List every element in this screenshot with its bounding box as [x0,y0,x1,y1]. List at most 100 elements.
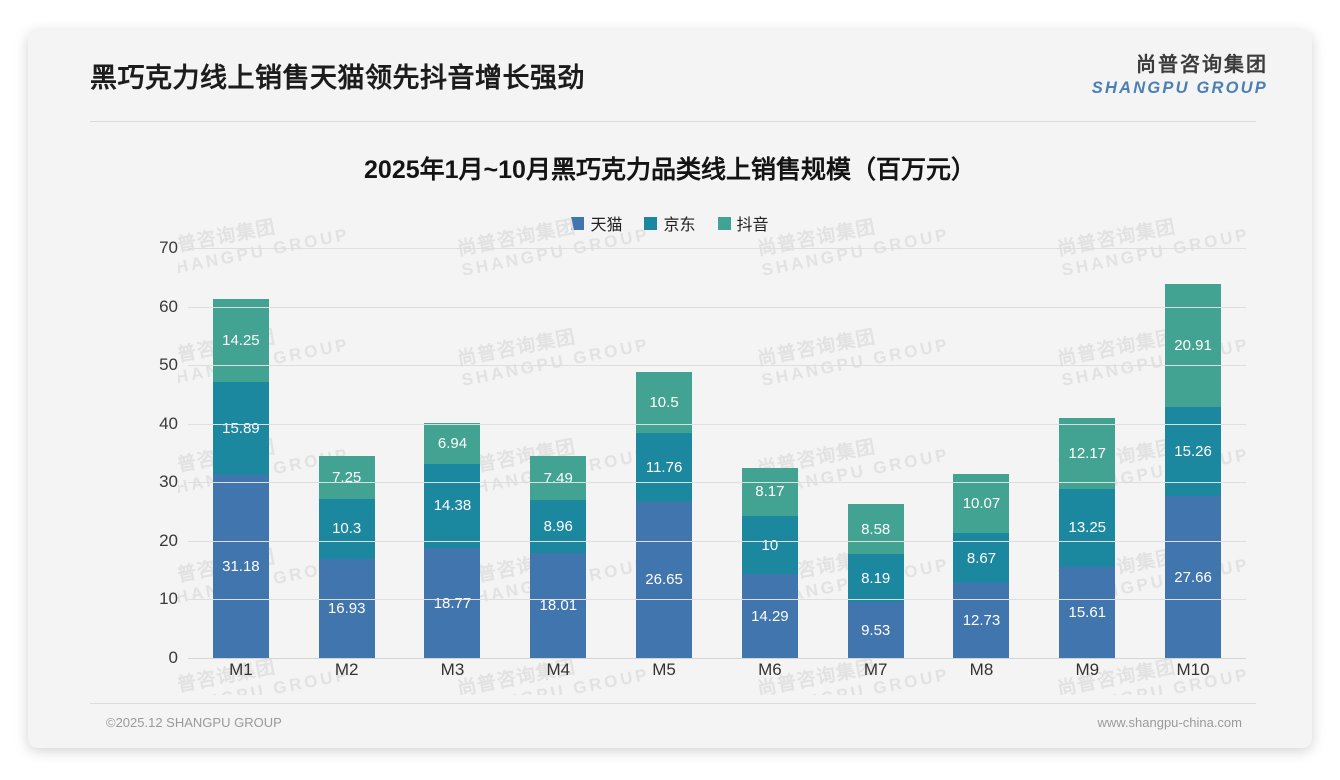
bar-column-M8[interactable]: 12.73 8.67 10.07 [929,248,1034,658]
bar-stack: 15.61 13.25 12.17 [1059,417,1116,658]
y-axis-tick-label: 60 [159,296,178,316]
gridline [188,248,1246,249]
bar-value-label: 26.65 [645,571,683,589]
bar-stack: 14.29 10 8.17 [741,467,798,658]
x-axis-labels: M1 M2 M3 M4 M5 M6 M7 M8 M9 M10 [188,660,1246,680]
bar-segment-抖音[interactable]: 12.17 [1059,417,1116,489]
bar-column-M3[interactable]: 18.77 14.38 6.94 [400,248,505,658]
bar-segment-天猫[interactable]: 18.77 [424,548,481,658]
brand-logo: 尚普咨询集团 SHANGPU GROUP [1092,55,1268,97]
y-axis-tick-label: 70 [159,238,178,257]
bar-segment-抖音[interactable]: 7.25 [318,456,375,499]
bar-stack: 18.77 14.38 6.94 [424,423,481,658]
bar-value-label: 14.29 [751,607,789,625]
y-axis-tick-label: 10 [159,589,178,609]
logo-chinese-text: 尚普咨询集团 [1136,54,1268,76]
gridline [188,306,1246,308]
y-axis-tick-label: 0 [168,648,178,667]
gridline [188,365,1246,367]
bar-segment-京东[interactable]: 11.76 [636,433,693,502]
bar-segment-抖音[interactable]: 8.58 [847,503,904,555]
bar-segment-天猫[interactable]: 27.66 [1165,496,1222,658]
bar-segment-抖音[interactable]: 6.94 [424,423,481,464]
y-axis-tick-label: 50 [159,355,178,375]
chart-title: 2025年1月~10月黑巧克力品类线上销售规模（百万元） [364,156,976,184]
bar-value-label: 15.61 [1068,603,1107,621]
legend-swatch-icon [571,216,585,230]
bar-stack: 9.53 8.19 8.58 [847,503,904,658]
bar-column-M4[interactable]: 18.01 8.96 7.49 [506,248,611,658]
bar-value-label: 11.76 [645,458,683,476]
bar-column-M6[interactable]: 14.29 10 8.17 [717,248,822,658]
gridline [188,599,1246,601]
bar-segment-抖音[interactable]: 20.91 [1165,284,1222,407]
bar-segment-天猫[interactable]: 26.65 [636,501,693,658]
legend-item-抖音[interactable]: 抖音 [717,211,769,235]
x-axis-line [188,658,1246,659]
bar-segment-抖音[interactable]: 14.25 [212,298,269,383]
bar-value-label: 10.3 [332,520,362,538]
bar-segment-京东[interactable]: 13.25 [1059,488,1116,567]
legend-label: 抖音 [736,217,769,234]
bar-value-label: 31.18 [222,558,260,576]
bar-segment-天猫[interactable]: 18.01 [530,552,587,658]
bar-value-label: 15.26 [1174,442,1212,460]
header-divider [90,121,1256,122]
footer-divider [90,703,1256,704]
chart-axes: 31.18 15.89 14.25 16.93 10.3 7.25 18.77 14.38 6.… [159,238,1246,667]
bar-column-M7[interactable]: 9.53 8.19 8.58 [823,248,928,658]
bar-segment-天猫[interactable]: 31.18 [212,475,269,658]
bar-segment-抖音[interactable]: 8.17 [741,467,798,516]
bar-column-M5[interactable]: 26.65 11.76 10.5 [612,248,717,658]
bar-segment-天猫[interactable]: 16.93 [318,558,375,658]
bar-segment-京东[interactable]: 8.19 [847,554,904,603]
bar-segment-京东[interactable]: 14.38 [424,463,481,549]
legend-label: 天猫 [590,217,623,234]
bar-segment-天猫[interactable]: 15.61 [1059,566,1116,658]
bar-stack: 31.18 15.89 14.25 [212,298,269,658]
bar-value-label: 6.94 [437,435,468,453]
x-axis-label-M2: M2 [334,660,359,679]
bar-value-label: 8.19 [861,569,891,587]
bar-segment-天猫[interactable]: 9.53 [847,602,904,658]
bar-segment-京东[interactable]: 15.26 [1165,406,1222,496]
legend-swatch-icon [644,216,658,230]
page-title: 黑巧克力线上销售天猫领先抖音增长强劲 [90,63,585,93]
chart-legend: 天猫 京东 抖音 [28,211,1312,235]
x-axis-label-M10: M10 [1176,660,1210,679]
bar-segment-天猫[interactable]: 14.29 [741,574,798,658]
legend-item-天猫[interactable]: 天猫 [571,211,622,235]
bar-segment-京东[interactable]: 15.89 [212,382,269,476]
x-axis-label-M7: M7 [863,660,888,679]
bar-segment-京东[interactable]: 8.96 [530,500,587,553]
legend-label: 京东 [663,217,696,234]
legend-item-京东[interactable]: 京东 [644,211,696,235]
x-axis-label-M1: M1 [229,660,253,679]
bar-segment-京东[interactable]: 10 [741,515,798,575]
legend-swatch-icon [717,216,731,230]
bar-value-label: 8.96 [543,517,573,535]
bar-column-M9[interactable]: 15.61 13.25 12.17 [1035,248,1140,658]
bar-segment-抖音[interactable]: 10.07 [953,473,1010,533]
bar-value-label: 14.38 [433,497,472,515]
bar-segment-抖音[interactable]: 7.49 [530,456,587,501]
bar-segment-天猫[interactable]: 12.73 [953,583,1010,658]
logo-english-text: SHANGPU GROUP [1091,79,1268,97]
footer-website: www.shangpu-china.com [1097,715,1242,730]
x-axis-label-M4: M4 [546,660,571,679]
bar-column-M10[interactable]: 27.66 15.26 20.91 [1141,248,1246,658]
bar-value-label: 7.25 [332,468,362,486]
x-axis-label-M9: M9 [1075,660,1100,679]
chart-plot-area: 31.18 15.89 14.25 16.93 10.3 7.25 18.77 14.38 6.… [28,228,1312,698]
bar-value-label: 27.66 [1174,568,1212,586]
bar-series-container: 31.18 15.89 14.25 16.93 10.3 7.25 18.77 14.38 6.… [188,248,1246,658]
bar-segment-抖音[interactable]: 10.5 [636,371,693,434]
y-axis-tick-label: 20 [159,530,178,550]
bar-segment-京东[interactable]: 10.3 [318,498,375,559]
x-axis-label-M8: M8 [969,660,994,679]
gridline [188,540,1246,542]
slide: 黑巧克力线上销售天猫领先抖音增长强劲 尚普咨询集团 SHANGPU GROUP … [28,30,1312,748]
bar-column-M1[interactable]: 31.18 15.89 14.25 [188,248,293,658]
bar-value-label: 8.67 [966,549,997,567]
bar-column-M2[interactable]: 16.93 10.3 7.25 [294,248,399,658]
